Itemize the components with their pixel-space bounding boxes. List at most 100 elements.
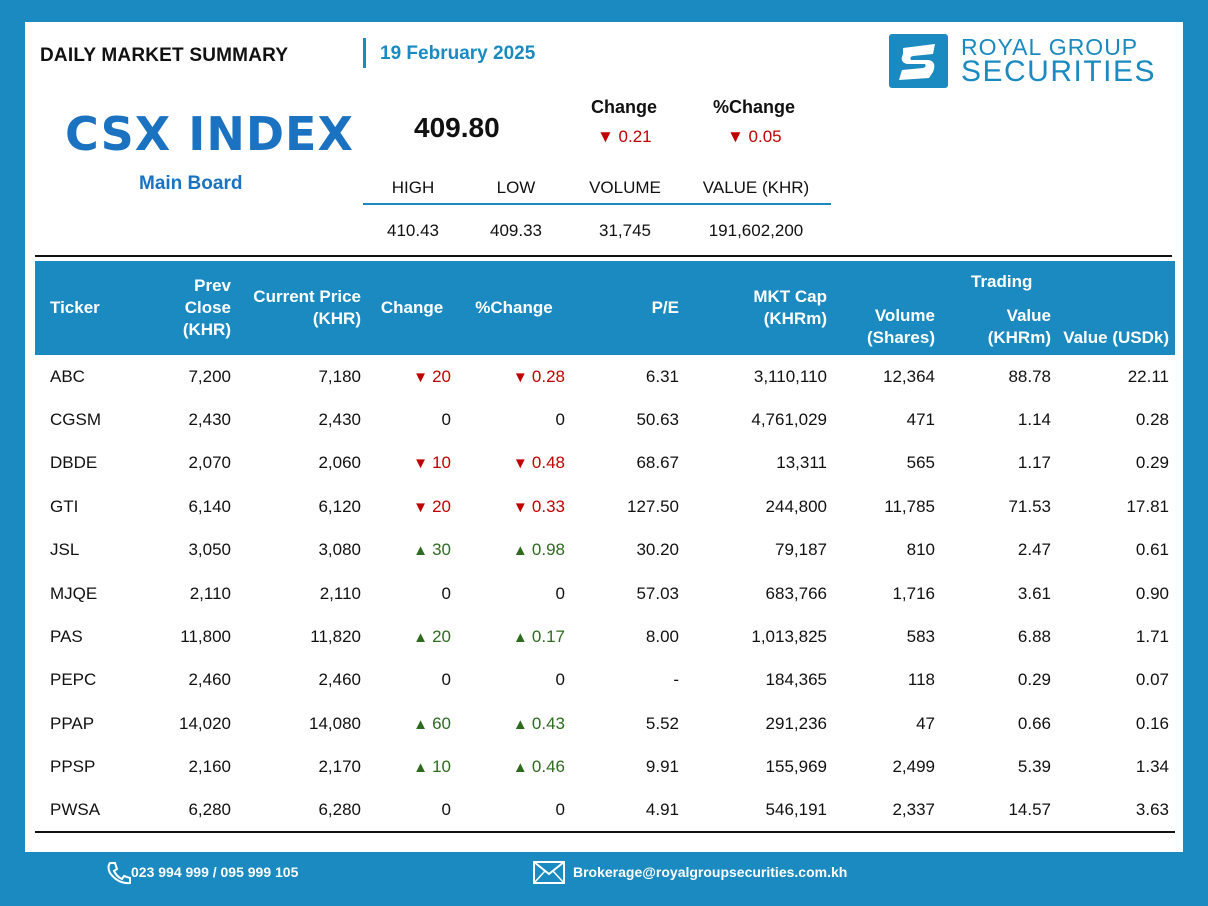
table-row: CGSM 2,430 2,430 0 0 50.63 4,761,029 471 1.14 0.2… [35, 398, 1175, 441]
pct-change-cell: ▲ 0.98 [457, 529, 571, 572]
change-cell: ▲ 60 [367, 702, 457, 745]
stat-header-volume: VOLUME [589, 178, 661, 197]
pe-cell: 6.31 [645, 366, 679, 386]
logo-text-line1: ROYAL GROUP [961, 34, 1139, 60]
mkt-cap-cell: 13,311 [776, 453, 827, 473]
prev-close-cell: 14,020 [179, 713, 231, 733]
pct-change-heading: %Change [713, 97, 796, 117]
pe-cell: 127.50 [627, 496, 679, 516]
volume-cell: 1,716 [892, 583, 935, 603]
stat-header-low: LOW [496, 178, 536, 197]
current-price-cell: 14,080 [309, 713, 361, 733]
mkt-cap-cell: 244,800 [765, 496, 827, 516]
current-price-cell: 2,060 [318, 453, 361, 473]
col-prev-close: Prev Close (KHR) [182, 276, 231, 339]
current-price-cell: 2,170 [318, 757, 361, 777]
change-cell: 0 [367, 788, 457, 834]
up-triangle-icon: ▲ [512, 759, 532, 777]
stat-header-value: VALUE (KHR) [702, 178, 810, 197]
mkt-cap-cell: 155,969 [765, 757, 827, 777]
email-icon [533, 861, 565, 884]
value-khr-cell: 14.57 [941, 788, 1057, 834]
col-volume: Volume (Shares) [866, 306, 935, 347]
volume-cell: 11,785 [884, 496, 935, 516]
table-row: PPSP 2,160 2,170 ▲ 10 ▲ 0.46 9.91 155,969 2,499… [35, 746, 1175, 789]
change-cell: 0 [441, 410, 451, 430]
value-khr-cell: 3.61 [1017, 583, 1051, 603]
pe-cell: 57.03 [636, 583, 679, 603]
prev-close-cell: 6,280 [153, 788, 237, 834]
change-cell: ▲ 30 [367, 529, 457, 572]
pct-change-cell: 0 [555, 583, 565, 603]
summary-card: DAILY MARKET SUMMARY 19 February 2025 RO… [25, 22, 1183, 852]
col-change: Change [380, 298, 444, 317]
prev-close-cell: 6,140 [188, 496, 231, 516]
prev-close-cell: 2,430 [188, 410, 231, 430]
up-triangle-icon: ▲ [413, 629, 433, 647]
volume-cell: 12,364 [883, 366, 935, 386]
pe-cell: 30.20 [636, 540, 679, 560]
table-header-row: Ticker Prev Close (KHR) Current Price (K… [35, 261, 1175, 355]
pct-change-cell: ▼ 0.48 [457, 442, 571, 485]
value-usd-cell: 3.63 [1057, 788, 1175, 834]
pct-change-cell-value: 0.48 [531, 453, 565, 473]
change-cell: 0 [441, 583, 451, 603]
value-khr-cell: 1.14 [1017, 410, 1051, 430]
pct-change-cell: ▼ 0.28 [457, 355, 571, 398]
prev-close-cell: 2,160 [188, 757, 231, 777]
index-pct-change: ▼ 0.05 [727, 127, 782, 146]
table-row: ABC 7,200 7,180 ▼ 20 ▼ 0.28 6.31 3,110,110 12,3… [35, 355, 1175, 398]
ticker-cell: PPSP [50, 757, 96, 777]
change-cell-value: 10 [432, 757, 451, 777]
mkt-cap-cell: 1,013,825 [751, 627, 827, 647]
pe-cell: - [673, 670, 679, 690]
mkt-cap-cell: 184,365 [765, 670, 827, 690]
prev-close-cell: 2,460 [188, 670, 231, 690]
down-triangle-icon: ▼ [413, 455, 433, 473]
pct-change-cell-value: 0.33 [531, 496, 565, 516]
table-row: PAS 11,800 11,820 ▲ 20 ▲ 0.17 8.00 1,013,825 58… [35, 615, 1175, 658]
up-triangle-icon: ▲ [512, 542, 532, 560]
phone-number[interactable]: 023 994 999 / 095 999 105 [131, 864, 299, 880]
mkt-cap-cell: 291,236 [765, 713, 827, 733]
royal-group-logo: ROYAL GROUP SECURITIES [889, 34, 1155, 90]
index-value: 409.80 [414, 112, 500, 143]
value-khr-cell: 71.53 [1008, 496, 1051, 516]
volume-cell: 471 [906, 410, 935, 430]
table-row: JSL 3,050 3,080 ▲ 30 ▲ 0.98 30.20 79,187 810 2.4… [35, 529, 1175, 572]
pct-change-cell-value: 0.46 [531, 757, 565, 777]
ticker-cell: MJQE [50, 583, 98, 603]
volume-cell: 2,337 [833, 788, 941, 834]
value-usd-cell: 0.07 [1135, 670, 1169, 690]
current-price-cell: 7,180 [318, 366, 361, 386]
value-usd-cell: 17.81 [1126, 496, 1169, 516]
up-triangle-icon: ▲ [512, 629, 532, 647]
value-khr-cell: 1.17 [1017, 453, 1051, 473]
value-khr-cell: 6.88 [1017, 627, 1051, 647]
table-row: GTI 6,140 6,120 ▼ 20 ▼ 0.33 127.50 244,800 11,7… [35, 485, 1175, 528]
down-triangle-icon: ▼ [413, 368, 433, 386]
down-triangle-icon: ▼ [512, 498, 532, 516]
mkt-cap-cell: 79,187 [775, 540, 827, 560]
pct-change-cell-value: 0.28 [531, 366, 565, 386]
current-price-cell: 6,120 [318, 496, 361, 516]
volume-cell: 118 [907, 670, 935, 690]
pct-change-cell: 0 [457, 788, 571, 834]
ticker-cell: PEPC [50, 670, 97, 690]
change-cell-value: 20 [432, 366, 451, 386]
pe-cell: 50.63 [636, 410, 679, 430]
value-khr-cell: 0.66 [1017, 713, 1051, 733]
prev-close-cell: 11,800 [180, 627, 231, 647]
change-cell: ▲ 10 [367, 746, 457, 789]
col-mkt-cap: MKT Cap (KHRm) [753, 287, 827, 328]
email-address[interactable]: Brokerage@royalgroupsecurities.com.kh [573, 864, 848, 880]
pct-change-cell: ▼ 0.33 [457, 485, 571, 528]
ticker-cell: PAS [50, 627, 83, 647]
index-change: ▼ 0.21 [597, 127, 652, 146]
table-row: DBDE 2,070 2,060 ▼ 10 ▼ 0.48 68.67 13,311 565 1.… [35, 442, 1175, 485]
value-usd-cell: 0.29 [1135, 453, 1169, 473]
col-value-khr-label: Value (KHRm) [987, 306, 1051, 347]
pct-change-cell: ▲ 0.17 [457, 615, 571, 658]
table-row: PEPC 2,460 2,460 0 0 - 184,365 118 0.29 0.07 [35, 659, 1175, 702]
stat-high: 410.43 [387, 221, 439, 240]
